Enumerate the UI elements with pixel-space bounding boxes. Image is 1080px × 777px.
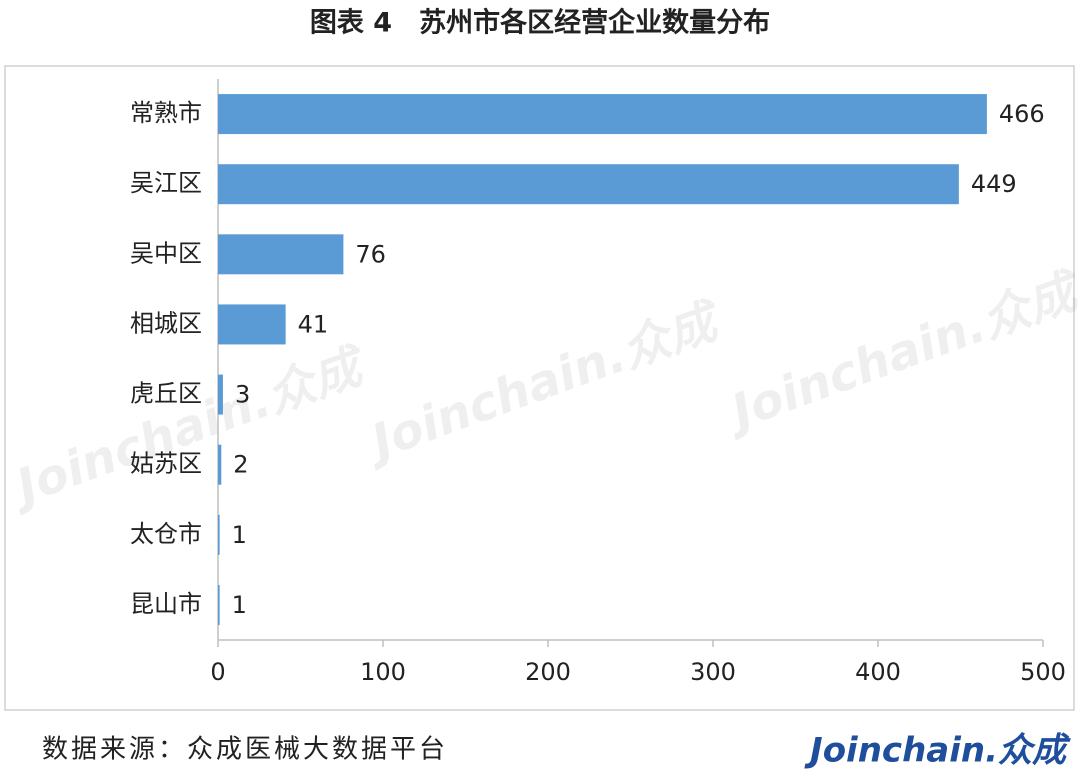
y-tick-label: 吴江区 [130,169,202,197]
bar [218,94,987,135]
value-label: 2 [233,451,248,479]
y-tick-label: 姑苏区 [130,450,202,478]
bar [218,304,286,345]
value-label: 466 [999,100,1045,128]
logo: Joinchain.众成 [804,731,1071,771]
watermark: Joinchain.众成 [717,262,1080,443]
value-label: 449 [971,170,1017,198]
bar [218,374,223,415]
bar [218,164,959,205]
value-label: 41 [298,310,329,338]
x-tick-label: 100 [360,658,406,686]
y-tick-label: 太仓市 [130,520,202,548]
y-tick-label: 吴中区 [130,239,202,267]
x-tick-label: 200 [525,658,571,686]
bar [218,444,222,485]
value-label: 1 [232,521,247,549]
y-tick-label: 昆山市 [130,590,202,618]
bar [218,234,344,275]
value-label: 76 [355,240,386,268]
x-tick-label: 300 [690,658,736,686]
source-note: 数据来源：众成医械大数据平台 [42,735,448,765]
bar [218,514,220,555]
value-label: 1 [232,591,247,619]
bar [218,584,220,625]
y-tick-label: 虎丘区 [130,380,202,408]
value-label: 3 [235,381,250,409]
watermark: Joinchain.众成 [357,292,730,473]
chart-title: 图表 4 苏州市各区经营企业数量分布 [310,7,770,39]
watermark: Joinchain.众成 [2,337,375,518]
chart-frame [4,65,1075,711]
x-tick-label: 400 [855,658,901,686]
x-tick-label: 0 [210,658,225,686]
y-tick-label: 常熟市 [130,99,202,127]
x-tick-label: 500 [1020,658,1066,686]
y-tick-label: 相城区 [130,309,202,337]
